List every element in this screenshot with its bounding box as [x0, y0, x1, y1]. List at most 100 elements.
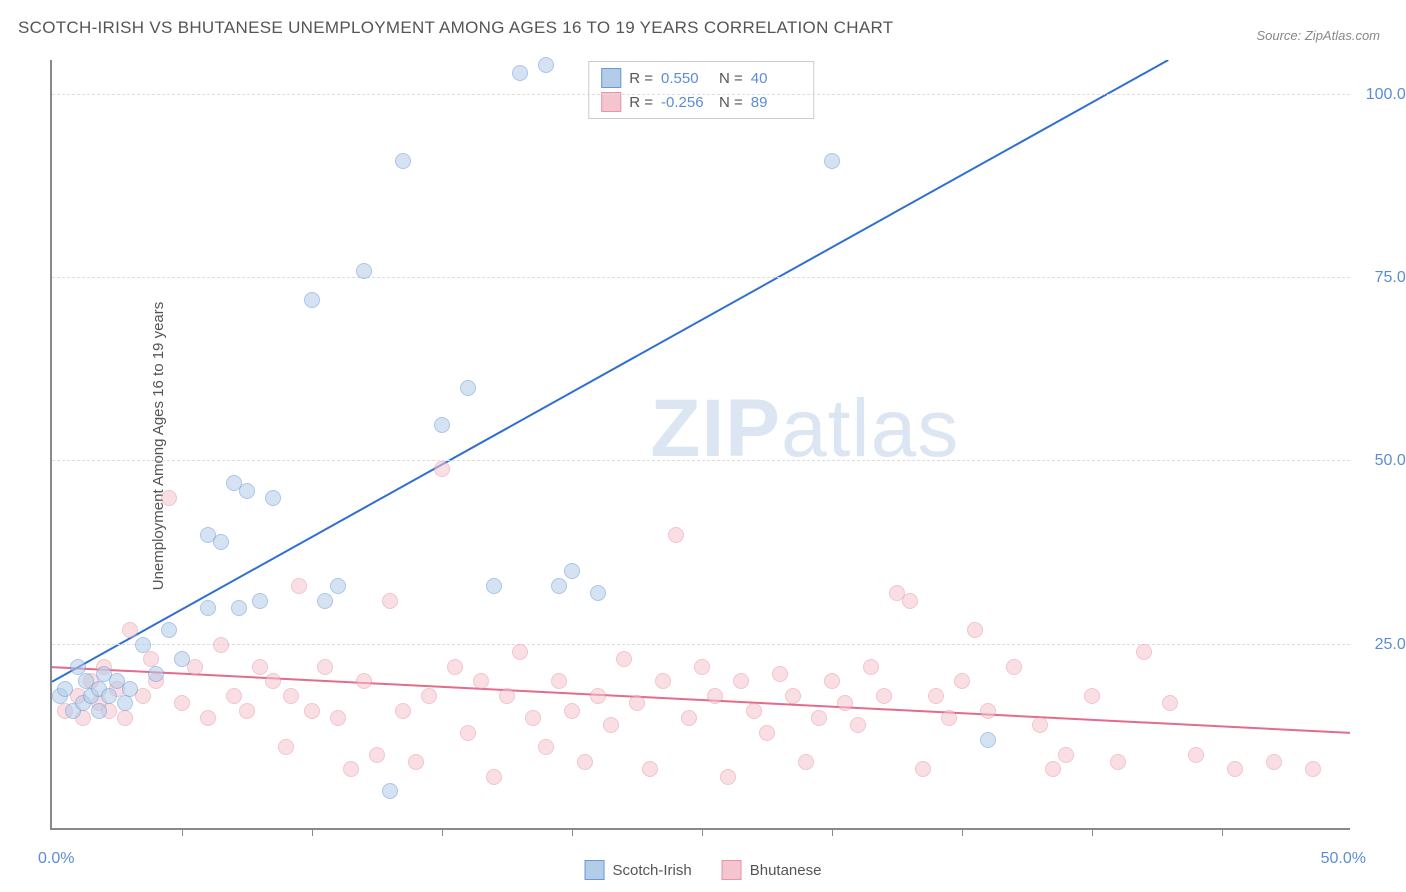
bhutanese-point: [460, 725, 476, 741]
legend-item-scotch-irish: Scotch-Irish: [585, 860, 692, 880]
scotch-irish-point: [304, 292, 320, 308]
plot-area: ZIPatlas R = 0.550 N = 40 R = -0.256 N =…: [50, 60, 1350, 830]
scotch-irish-point: [460, 380, 476, 396]
bhutanese-point: [369, 747, 385, 763]
bhutanese-point: [421, 688, 437, 704]
r-label: R =: [629, 94, 653, 111]
bhutanese-point: [304, 703, 320, 719]
bhutanese-point: [980, 703, 996, 719]
bhutanese-point: [707, 688, 723, 704]
bhutanese-point: [772, 666, 788, 682]
x-tick-label-max: 50.0%: [1321, 850, 1366, 868]
bhutanese-point: [512, 644, 528, 660]
bhutanese-point: [1162, 695, 1178, 711]
legend-swatch-icon: [722, 860, 742, 880]
bhutanese-point: [928, 688, 944, 704]
x-tick: [572, 828, 573, 836]
bhutanese-point: [486, 769, 502, 785]
scotch-irish-point: [512, 65, 528, 81]
bhutanese-point: [1305, 761, 1321, 777]
scotch-irish-point: [200, 600, 216, 616]
bhutanese-point: [1110, 754, 1126, 770]
scotch-irish-point: [252, 593, 268, 609]
bhutanese-point: [1084, 688, 1100, 704]
bhutanese-point: [564, 703, 580, 719]
bhutanese-point: [733, 673, 749, 689]
bhutanese-point: [200, 710, 216, 726]
bhutanese-point: [525, 710, 541, 726]
bhutanese-point: [1136, 644, 1152, 660]
bhutanese-point: [1227, 761, 1243, 777]
bhutanese-point: [473, 673, 489, 689]
r-label: R =: [629, 70, 653, 87]
bhutanese-point: [161, 490, 177, 506]
scotch-irish-point: [101, 688, 117, 704]
scotch-irish-point: [135, 637, 151, 653]
gridline-h: [52, 94, 1350, 95]
bhutanese-point: [759, 725, 775, 741]
scotch-irish-point: [980, 732, 996, 748]
n-label: N =: [719, 70, 743, 87]
scotch-irish-point: [317, 593, 333, 609]
bhutanese-point: [694, 659, 710, 675]
gridline-h: [52, 644, 1350, 645]
bhutanese-point: [811, 710, 827, 726]
bhutanese-point: [395, 703, 411, 719]
bhutanese-point: [278, 739, 294, 755]
scotch-irish-point: [213, 534, 229, 550]
chart-title: SCOTCH-IRISH VS BHUTANESE UNEMPLOYMENT A…: [18, 18, 893, 38]
bhutanese-point: [681, 710, 697, 726]
scotch-irish-point: [551, 578, 567, 594]
scotch-irish-point: [122, 681, 138, 697]
scotch-irish-point: [57, 681, 73, 697]
watermark: ZIPatlas: [650, 382, 959, 476]
legend-swatch-scotch-irish: [601, 68, 621, 88]
legend-swatch-bhutanese: [601, 92, 621, 112]
scotch-irish-point: [148, 666, 164, 682]
scotch-irish-point: [161, 622, 177, 638]
source-attribution: Source: ZipAtlas.com: [1256, 28, 1380, 43]
bhutanese-point: [317, 659, 333, 675]
bhutanese-point: [447, 659, 463, 675]
bhutanese-point: [876, 688, 892, 704]
scotch-irish-point: [486, 578, 502, 594]
scotch-irish-point: [356, 263, 372, 279]
bhutanese-point: [265, 673, 281, 689]
bhutanese-point: [1058, 747, 1074, 763]
scotch-irish-point: [117, 695, 133, 711]
n-label: N =: [719, 94, 743, 111]
scotch-irish-point: [330, 578, 346, 594]
bhutanese-point: [356, 673, 372, 689]
bhutanese-point: [330, 710, 346, 726]
gridline-h: [52, 277, 1350, 278]
x-tick: [702, 828, 703, 836]
bhutanese-point: [434, 461, 450, 477]
bhutanese-point: [863, 659, 879, 675]
bhutanese-point: [642, 761, 658, 777]
bhutanese-point: [837, 695, 853, 711]
bhutanese-point: [590, 688, 606, 704]
x-tick: [182, 828, 183, 836]
scotch-irish-point: [239, 483, 255, 499]
bhutanese-point: [239, 703, 255, 719]
bhutanese-point: [1045, 761, 1061, 777]
bhutanese-point: [902, 593, 918, 609]
bhutanese-point: [283, 688, 299, 704]
bhutanese-point: [720, 769, 736, 785]
bhutanese-point: [668, 527, 684, 543]
y-tick-label: 25.0%: [1375, 636, 1406, 654]
bhutanese-point: [629, 695, 645, 711]
bhutanese-point: [382, 593, 398, 609]
bhutanese-point: [655, 673, 671, 689]
legend-label: Bhutanese: [750, 862, 822, 879]
series-legend: Scotch-Irish Bhutanese: [585, 860, 822, 880]
bhutanese-point: [408, 754, 424, 770]
bhutanese-point: [746, 703, 762, 719]
legend-label: Scotch-Irish: [613, 862, 692, 879]
scotch-irish-point: [382, 783, 398, 799]
x-tick-label-min: 0.0%: [38, 850, 74, 868]
bhutanese-point: [967, 622, 983, 638]
bhutanese-point: [226, 688, 242, 704]
r-value-bhutanese: -0.256: [661, 94, 711, 111]
scotch-irish-point: [538, 57, 554, 73]
